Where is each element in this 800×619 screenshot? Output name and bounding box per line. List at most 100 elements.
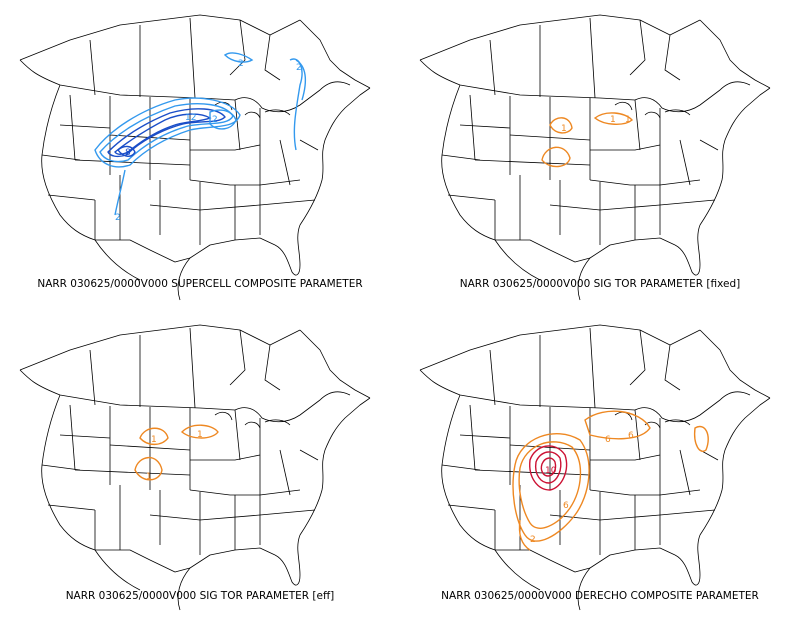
boundary-line xyxy=(699,329,771,399)
boundary-line xyxy=(634,81,751,113)
contour-label: 1 xyxy=(625,115,631,125)
boundary-line xyxy=(441,154,481,161)
basemap xyxy=(19,324,371,611)
boundary-line xyxy=(419,19,561,61)
boundary-line xyxy=(149,509,316,521)
boundary-line xyxy=(459,434,511,439)
boundary-line xyxy=(69,94,76,161)
boundary-line xyxy=(419,369,636,411)
boundary-line xyxy=(549,509,716,521)
boundary-line xyxy=(214,101,233,111)
boundary-line xyxy=(699,87,771,226)
boundary-line xyxy=(699,19,771,89)
boundary-line xyxy=(279,449,291,496)
contour-label: 1 xyxy=(146,472,152,482)
boundary-line xyxy=(495,547,676,573)
boundary-line xyxy=(149,199,316,211)
boundary-line xyxy=(674,534,701,586)
boundary-line xyxy=(447,194,496,201)
map-panel-supercell: 2 12 8 2 2 2 NARR 030625/0000V000 SUPERC… xyxy=(0,0,400,309)
boundary-line xyxy=(589,17,596,99)
boundary-line xyxy=(89,39,96,96)
contour-label: 1 xyxy=(151,435,157,445)
contour-label: 6 xyxy=(605,435,611,445)
boundary-line xyxy=(234,99,241,151)
boundary-line xyxy=(279,139,291,186)
map-panel-sig-tor-eff: 1 1 1 NARR 030625/0000V000 SIG TOR PARAM… xyxy=(0,310,400,619)
contours xyxy=(94,52,307,216)
boundary-line xyxy=(664,419,691,426)
boundary-line xyxy=(264,34,281,81)
boundary-line xyxy=(74,469,191,476)
boundary-line xyxy=(577,567,591,611)
boundary-line xyxy=(419,329,561,371)
boundary-line xyxy=(189,489,301,496)
map-derecho: 6 6 2 10 6 xyxy=(419,324,771,611)
boundary-line xyxy=(189,17,196,99)
contour-label: 2 xyxy=(530,535,536,545)
contour-label: 1 xyxy=(197,430,203,440)
boundary-line xyxy=(299,449,319,461)
contour-label: 2 xyxy=(212,115,218,125)
map-supercell: 2 12 8 2 2 2 xyxy=(19,14,371,301)
contours xyxy=(134,424,219,481)
panel-caption: NARR 030625/0000V000 SIG TOR PARAMETER [… xyxy=(459,278,741,290)
boundary-line xyxy=(679,449,691,496)
boundary-line xyxy=(614,101,633,111)
boundary-line xyxy=(41,84,96,241)
boundary-line xyxy=(177,257,191,301)
boundary-line xyxy=(244,111,261,119)
boundary-line xyxy=(559,324,701,346)
boundary-line xyxy=(19,59,236,101)
contour-label: 12 xyxy=(185,113,196,123)
map-sig-tor-fixed: 1 1 1 xyxy=(419,14,771,301)
boundary-line xyxy=(19,329,161,371)
boundary-line xyxy=(19,19,161,61)
boundary-line xyxy=(549,199,716,211)
boundary-line xyxy=(177,567,191,611)
boundary-line xyxy=(159,14,301,36)
boundary-line xyxy=(69,404,76,471)
boundary-line xyxy=(577,257,591,301)
boundary-line xyxy=(441,394,496,551)
boundary-line xyxy=(489,39,496,96)
boundary-line xyxy=(19,369,236,411)
boundary-line xyxy=(664,34,681,81)
boundary-line xyxy=(699,139,719,151)
boundary-line xyxy=(589,489,701,496)
boundary-line xyxy=(634,409,641,461)
boundary-line xyxy=(489,349,496,406)
boundary-line xyxy=(441,84,496,241)
boundary-line xyxy=(590,144,661,151)
boundary-line xyxy=(459,124,511,129)
boundary-line xyxy=(469,94,476,161)
boundary-line xyxy=(109,444,191,451)
map-panel-derecho: 6 6 2 10 6 NARR 030625/0000V000 DERECHO … xyxy=(400,310,800,619)
boundary-line xyxy=(59,124,111,129)
contour-label: 1 xyxy=(561,124,567,134)
boundary-line xyxy=(41,394,96,551)
boundary-line xyxy=(89,349,96,406)
basemap xyxy=(419,324,771,611)
boundary-line xyxy=(664,109,691,116)
boundary-line xyxy=(447,504,496,511)
boundary-line xyxy=(299,19,371,89)
boundary-line xyxy=(41,464,81,471)
boundary-line xyxy=(589,179,701,186)
contour-label: 6 xyxy=(628,431,634,441)
boundary-line xyxy=(474,159,591,166)
boundary-line xyxy=(419,59,636,101)
boundary-line xyxy=(474,469,591,476)
boundary-line xyxy=(234,409,241,461)
boundary-line xyxy=(634,99,641,151)
boundary-line xyxy=(469,404,476,471)
contours xyxy=(541,112,633,168)
boundary-line xyxy=(59,434,111,439)
boundary-line xyxy=(94,239,141,281)
boundary-line xyxy=(264,344,281,391)
contours xyxy=(512,410,709,551)
contour-label: 6 xyxy=(563,501,569,511)
boundary-line xyxy=(95,237,276,263)
boundary-line xyxy=(590,454,661,461)
panel-caption: NARR 030625/0000V000 SUPERCELL COMPOSITE… xyxy=(37,278,363,290)
